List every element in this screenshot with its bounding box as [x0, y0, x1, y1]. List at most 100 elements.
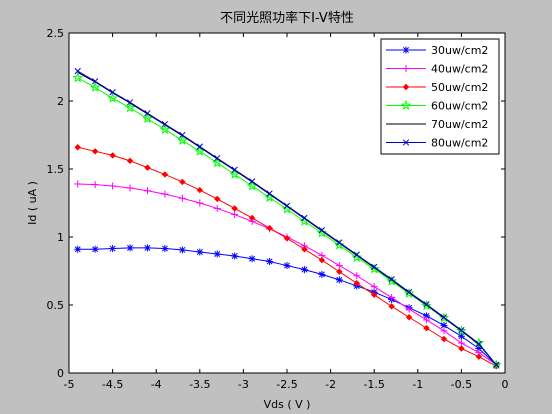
data-point	[353, 280, 360, 287]
data-point	[161, 171, 169, 178]
data-point	[196, 199, 204, 207]
data-point	[144, 110, 151, 117]
data-point	[266, 257, 274, 265]
y-tick-label: 2	[57, 95, 64, 108]
x-tick-label: -4.5	[102, 378, 123, 391]
data-point	[91, 148, 99, 155]
data-point	[438, 312, 450, 323]
data-point	[211, 157, 223, 168]
data-point	[388, 276, 395, 283]
data-point	[423, 324, 430, 332]
data-point	[91, 181, 99, 189]
data-point	[283, 202, 291, 209]
data-point	[124, 102, 136, 113]
data-point	[161, 120, 169, 128]
data-point	[266, 224, 273, 232]
data-point	[318, 256, 326, 264]
series-60uw/cm2	[72, 72, 502, 370]
y-tick: 1	[57, 231, 505, 244]
x-tick-label: -1.5	[363, 378, 384, 391]
data-point	[405, 305, 413, 313]
x-tick: -4.5	[102, 33, 123, 391]
data-point	[421, 300, 432, 311]
legend-entry: 50uw/cm2	[386, 81, 488, 94]
data-point	[194, 145, 206, 156]
x-tick: -2.5	[276, 33, 298, 391]
x-tick: -2	[325, 33, 336, 391]
data-point	[458, 327, 465, 334]
data-point	[370, 283, 378, 291]
data-point	[475, 353, 483, 360]
legend-entry: 40uw/cm2	[386, 63, 488, 76]
data-point	[231, 211, 239, 219]
data-point	[143, 244, 151, 252]
data-point	[109, 152, 116, 159]
data-point	[248, 178, 256, 185]
data-point	[388, 294, 396, 302]
data-point	[89, 81, 101, 92]
x-axis-label: Vds ( V )	[264, 398, 311, 411]
data-point	[248, 255, 256, 263]
data-point	[283, 262, 291, 270]
data-point	[400, 99, 412, 111]
y-tick: 1.5	[47, 163, 505, 176]
legend-label: 30uw/cm2	[431, 44, 488, 57]
legend-box	[380, 38, 500, 155]
y-tick: 0.5	[47, 299, 505, 312]
legend: 30uw/cm2 40uw/cm2 50uw/cm2 60uw/cm2 70uw/cm2…	[380, 38, 500, 155]
x-tick-label: -0.5	[451, 378, 472, 391]
data-point	[74, 67, 81, 75]
data-point	[246, 180, 258, 191]
x-tick: -3.5	[189, 33, 211, 391]
data-point	[368, 263, 380, 274]
y-tick-label: 1.5	[47, 163, 65, 176]
data-point	[196, 248, 204, 256]
data-point	[475, 340, 482, 347]
data-point	[196, 143, 203, 150]
y-tick: 2	[57, 95, 505, 108]
data-point	[231, 252, 239, 260]
legend-label: 60uw/cm2	[431, 100, 488, 113]
legend-label: 50uw/cm2	[431, 81, 488, 94]
data-point	[213, 204, 221, 212]
data-point	[371, 263, 378, 271]
data-point	[353, 272, 361, 280]
data-point	[126, 157, 134, 165]
x-tick: -3	[238, 33, 249, 391]
x-tick-label: -2	[325, 378, 336, 391]
data-point	[214, 195, 221, 203]
data-point	[126, 99, 134, 106]
series-line	[77, 77, 497, 366]
data-point	[178, 246, 186, 254]
data-point	[74, 245, 82, 253]
data-point	[178, 194, 186, 202]
data-point	[440, 321, 448, 329]
data-point	[318, 270, 326, 278]
data-point	[335, 276, 343, 284]
data-point	[74, 180, 82, 188]
x-tick: -0.5	[451, 33, 472, 391]
data-point	[351, 251, 363, 262]
x-tick-label: -2.5	[276, 378, 297, 391]
y-tick: 0	[57, 367, 505, 380]
data-point	[126, 184, 134, 192]
x-tick: 0	[502, 33, 509, 391]
data-point	[159, 123, 171, 135]
legend-label: 80uw/cm2	[431, 137, 488, 150]
data-point	[456, 325, 467, 336]
x-tick-label: -1	[412, 378, 423, 391]
series-80uw/cm2	[74, 67, 500, 368]
data-point	[490, 359, 502, 370]
x-tick: -4	[151, 33, 162, 391]
series-50uw/cm2	[74, 144, 500, 370]
data-point	[386, 275, 397, 286]
data-point	[370, 291, 378, 299]
data-point	[179, 178, 186, 186]
x-tick-label: -5	[64, 378, 75, 391]
data-point	[388, 303, 395, 310]
data-point	[143, 187, 151, 195]
data-point	[405, 314, 413, 321]
data-point	[458, 345, 465, 352]
y-tick-label: 0.5	[47, 299, 65, 312]
chart-title: 不同光照功率下I-V特性	[220, 10, 354, 26]
